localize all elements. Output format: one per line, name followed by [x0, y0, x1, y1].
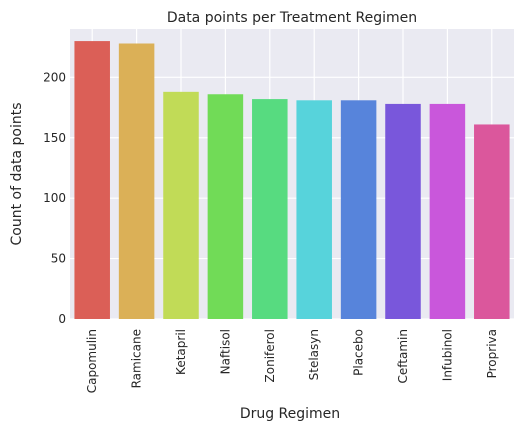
y-tick-label: 50 [51, 252, 66, 266]
bar-capomulin [74, 41, 110, 319]
y-tick-label: 200 [43, 70, 66, 84]
x-tick-label: Zoniferol [263, 329, 277, 382]
x-axis-label: Drug Regimen [240, 406, 340, 422]
bar-naftisol [207, 94, 244, 319]
y-axis-label: Count of data points [9, 103, 25, 246]
x-tick-label: Stelasyn [307, 329, 321, 380]
bars [74, 41, 510, 320]
x-tick-label: Capomulin [85, 329, 99, 393]
y-tick-label: 0 [58, 312, 66, 326]
x-tick-label: Naftisol [218, 329, 232, 374]
bar-stelasyn [296, 100, 332, 320]
x-tick-label: Ceftamin [396, 329, 410, 383]
x-tick-label: Infubinol [440, 329, 454, 381]
bar-ramicane [118, 43, 155, 319]
y-tick-label: 150 [43, 131, 66, 145]
chart-title: Data points per Treatment Regimen [167, 10, 417, 26]
x-axis-ticks: Capomulin Ramicane Ketapril Naftisol Zonifer… [85, 329, 499, 393]
bar-placebo [340, 100, 377, 320]
y-axis-ticks: 0 50 100 150 200 [43, 70, 66, 326]
bar-zoniferol [252, 99, 288, 319]
x-tick-label: Ramicane [130, 329, 144, 388]
bar-ceftamin [385, 103, 421, 320]
x-tick-label: Placebo [352, 329, 366, 376]
bar-infubinol [429, 103, 466, 320]
x-tick-label: Propriva [485, 329, 499, 378]
x-tick-label: Ketapril [174, 329, 188, 375]
bar-propriva [474, 124, 510, 319]
bar-ketapril [163, 91, 199, 319]
y-tick-label: 100 [43, 191, 66, 205]
